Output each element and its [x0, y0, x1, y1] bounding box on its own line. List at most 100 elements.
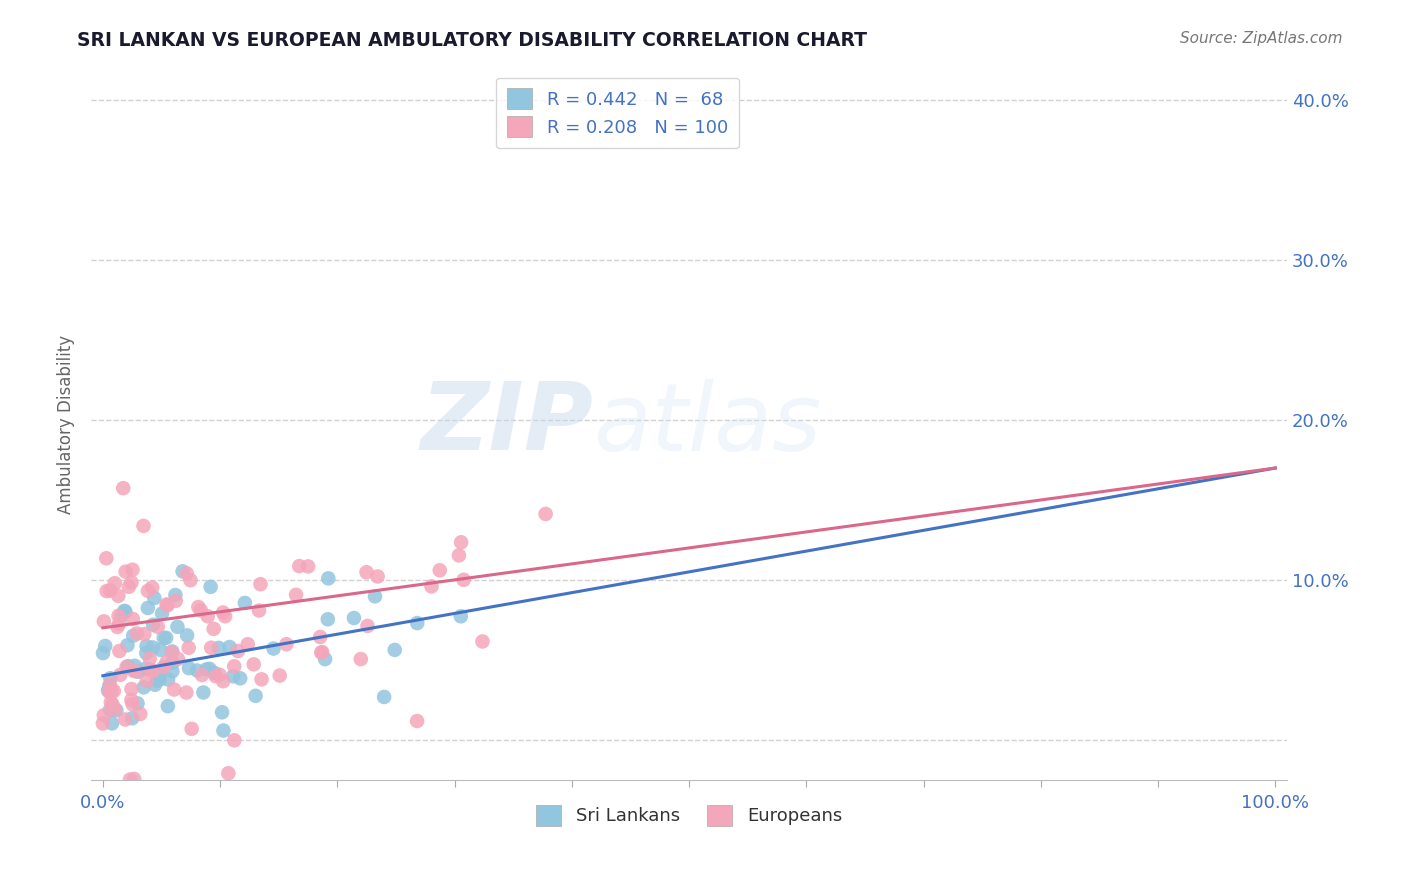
Point [135, 646, 157, 660]
Point [208, 640, 231, 655]
Point [311, 646, 333, 660]
Point [263, 641, 285, 656]
Point [104, 576, 127, 591]
Point [186, 664, 208, 678]
Point [107, 608, 129, 623]
Point [242, 657, 264, 672]
Point [214, 609, 236, 624]
Point [165, 588, 187, 602]
Point [110, 668, 132, 682]
Point [212, 723, 235, 738]
Point [91, 716, 114, 731]
Point [98, 678, 121, 692]
Point [114, 713, 136, 727]
Point [156, 599, 179, 613]
Point [311, 645, 333, 659]
Point [122, 664, 145, 678]
Point [121, 563, 143, 577]
Point [224, 659, 246, 673]
Text: SRI LANKAN VS EUROPEAN AMBULATORY DISABILITY CORRELATION CHART: SRI LANKAN VS EUROPEAN AMBULATORY DISABI… [77, 31, 868, 50]
Point [204, 666, 226, 681]
Point [157, 673, 180, 687]
Point [534, 507, 557, 521]
Point [247, 603, 270, 617]
Point [100, 695, 122, 709]
Point [149, 643, 172, 657]
Point [297, 559, 319, 574]
Point [143, 678, 166, 692]
Point [98, 703, 121, 717]
Point [314, 652, 336, 666]
Point [190, 603, 212, 617]
Point [450, 609, 472, 624]
Point [104, 702, 127, 716]
Point [134, 627, 156, 641]
Point [447, 549, 470, 563]
Point [204, 669, 226, 683]
Point [172, 565, 194, 579]
Point [166, 620, 188, 634]
Point [193, 685, 215, 699]
Point [156, 699, 179, 714]
Point [101, 716, 124, 731]
Point [177, 661, 200, 675]
Point [450, 535, 472, 549]
Point [146, 673, 169, 688]
Point [453, 573, 475, 587]
Point [135, 674, 157, 689]
Point [98, 671, 121, 685]
Point [115, 660, 138, 674]
Text: ZIP: ZIP [420, 378, 593, 470]
Point [135, 662, 157, 676]
Point [197, 609, 219, 624]
Point [318, 571, 340, 585]
Point [108, 616, 131, 631]
Point [121, 575, 143, 590]
Point [162, 656, 184, 670]
Point [406, 714, 429, 728]
Point [121, 681, 143, 696]
Point [195, 662, 218, 676]
Point [245, 689, 267, 703]
Point [180, 722, 202, 736]
Point [316, 612, 339, 626]
Point [143, 591, 166, 605]
Point [250, 673, 273, 687]
Point [155, 655, 177, 669]
Point [121, 612, 143, 626]
Point [150, 607, 173, 621]
Point [236, 637, 259, 651]
Point [285, 588, 308, 602]
Legend: Sri Lankans, Europeans: Sri Lankans, Europeans [527, 796, 851, 835]
Point [105, 703, 128, 717]
Y-axis label: Ambulatory Disability: Ambulatory Disability [58, 334, 75, 514]
Point [364, 590, 387, 604]
Point [127, 697, 149, 711]
Point [93, 708, 115, 723]
Point [121, 711, 143, 725]
Point [373, 690, 395, 704]
Point [118, 772, 141, 787]
Point [276, 637, 298, 651]
Point [138, 651, 160, 665]
Text: Source: ZipAtlas.com: Source: ZipAtlas.com [1180, 31, 1343, 46]
Point [110, 608, 132, 623]
Point [114, 605, 136, 619]
Point [222, 669, 245, 683]
Point [179, 574, 201, 588]
Point [160, 645, 183, 659]
Point [356, 566, 378, 580]
Point [471, 634, 494, 648]
Point [121, 698, 143, 712]
Point [233, 596, 256, 610]
Point [198, 662, 221, 676]
Point [208, 668, 231, 682]
Point [112, 604, 135, 618]
Point [211, 706, 233, 720]
Point [163, 682, 186, 697]
Point [93, 615, 115, 629]
Point [107, 589, 129, 603]
Point [118, 580, 141, 594]
Point [217, 766, 239, 780]
Point [148, 667, 170, 681]
